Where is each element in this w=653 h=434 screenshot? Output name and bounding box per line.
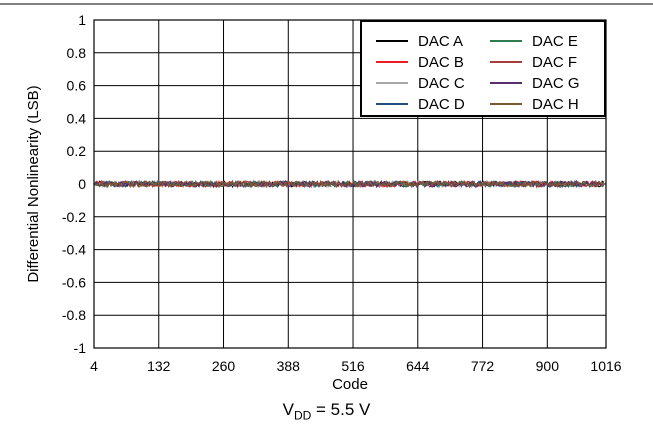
y-tick-label-8: -0.6 [62,274,86,290]
x-tick-label-3: 388 [277,358,301,374]
series-line-dac-h [94,179,605,189]
y-tick-label-9: -0.8 [62,307,86,323]
x-axis-label: Code [332,376,368,393]
plot-frame [93,19,607,349]
y-tick-label-7: -0.4 [62,242,86,258]
legend-box [360,20,606,117]
x-tick-label-5: 644 [406,358,430,374]
x-tick-label-7: 900 [536,358,560,374]
x-tick-labels: 4 132 260 388 516 644 772 900 1016 [90,358,622,374]
y-tick-label-1: 0.8 [67,45,87,61]
series-line-dac-g [94,179,605,189]
caption-main: V [282,400,294,419]
y-tick-label-5: 0 [78,176,86,192]
y-tick-label-4: 0.2 [67,143,87,159]
chart-caption: VDD = 5.5 V [0,400,653,422]
legend-label-4: DAC E [532,33,578,50]
legend-label-1: DAC B [418,54,464,71]
x-tick-label-2: 260 [212,358,236,374]
caption-subscript: DD [293,408,312,423]
legend-label-7: DAC H [532,96,579,113]
series-layer [94,179,605,189]
y-axis-label: Differential Nonlinearity (LSB) [25,85,42,282]
legend-label-2: DAC C [418,75,465,92]
legend: DAC A DAC B DAC C DAC D DAC E DAC F DAC G DAC H [360,20,606,117]
y-tick-label-6: -0.2 [62,209,86,225]
legend-label-5: DAC F [532,54,577,71]
y-tick-label-0: 1 [78,12,86,28]
legend-label-0: DAC A [418,33,463,50]
y-tick-label-3: 0.4 [67,110,87,126]
y-tick-labels: 1 0.8 0.6 0.4 0.2 0 -0.2 -0.4 -0.6 -0.8 -1 [62,12,86,356]
x-tick-label-0: 4 [90,358,98,374]
y-tick-label-2: 0.6 [67,78,87,94]
y-tick-label-10: -1 [74,340,87,356]
legend-label-3: DAC D [418,96,465,113]
x-tick-label-6: 772 [471,358,495,374]
x-tick-label-1: 132 [147,358,171,374]
x-tick-label-4: 516 [341,358,365,374]
x-tick-label-8: 1016 [590,358,621,374]
legend-label-6: DAC G [532,75,580,92]
caption-rest: = 5.5 V [311,400,371,419]
